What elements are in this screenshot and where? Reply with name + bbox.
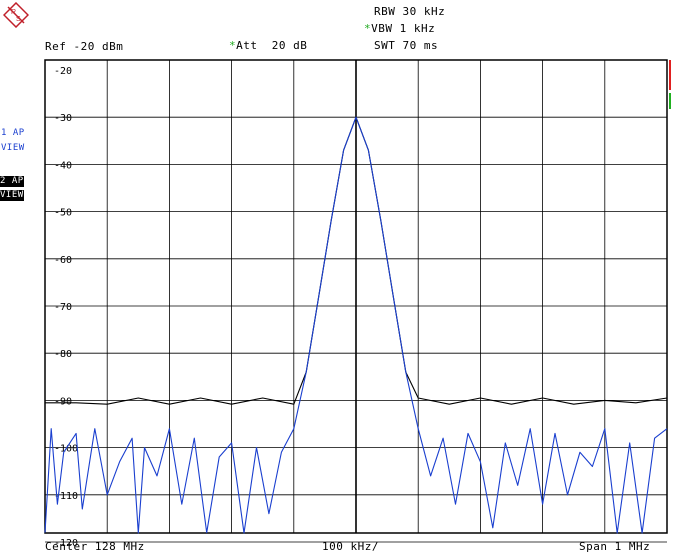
- vbw-readout: *VBW 1 kHz: [364, 22, 435, 35]
- trace1-label-view[interactable]: VIEW: [1, 143, 25, 153]
- vbw-star: *: [364, 22, 372, 35]
- trace-1-line: [44, 116, 668, 534]
- trace1-label-mode[interactable]: 1 AP: [1, 128, 25, 138]
- rbw-readout: RBW 30 kHz: [374, 5, 446, 18]
- y-tick-label: -40: [54, 160, 72, 171]
- y-tick-label: -60: [54, 255, 72, 266]
- y-tick-label: -30: [54, 113, 72, 124]
- span-readout: Span 1 MHz: [579, 540, 651, 553]
- vbw-text: VBW 1 kHz: [371, 22, 436, 35]
- frequency-per-division: 100 kHz/: [322, 540, 379, 553]
- attenuation-readout: *Att 20 dB: [229, 39, 307, 52]
- y-tick-label: -120: [54, 538, 78, 549]
- center-frequency: Center 128 MHz: [45, 540, 145, 553]
- y-tick-label: -90: [54, 396, 72, 407]
- logo-r: R: [11, 9, 16, 16]
- limit-bar-green: [669, 93, 671, 109]
- att-text: Att 20 dB: [236, 39, 308, 52]
- att-star: *: [229, 39, 237, 52]
- swt-readout: SWT 70 ms: [374, 39, 439, 52]
- logo-slash: [7, 6, 25, 24]
- limit-bar-red: [669, 60, 671, 90]
- trace2-label-view[interactable]: VIEW: [0, 190, 24, 201]
- rohde-schwarz-logo: R S: [3, 2, 29, 28]
- logo-s: S: [16, 16, 21, 23]
- y-tick-label: -110: [54, 491, 78, 502]
- trace2-label-mode[interactable]: 2 AP: [0, 176, 24, 187]
- y-tick-label: -20: [54, 66, 72, 77]
- y-tick-label: -80: [54, 349, 72, 360]
- y-tick-label: -50: [54, 208, 72, 219]
- ref-level-readout: Ref -20 dBm: [45, 40, 124, 53]
- series-layer: [44, 116, 668, 534]
- y-tick-labels: -20-30-40-50-60-70-80-90-100-110-120: [54, 66, 78, 549]
- y-tick-label: -70: [54, 302, 72, 313]
- grid: [44, 59, 668, 543]
